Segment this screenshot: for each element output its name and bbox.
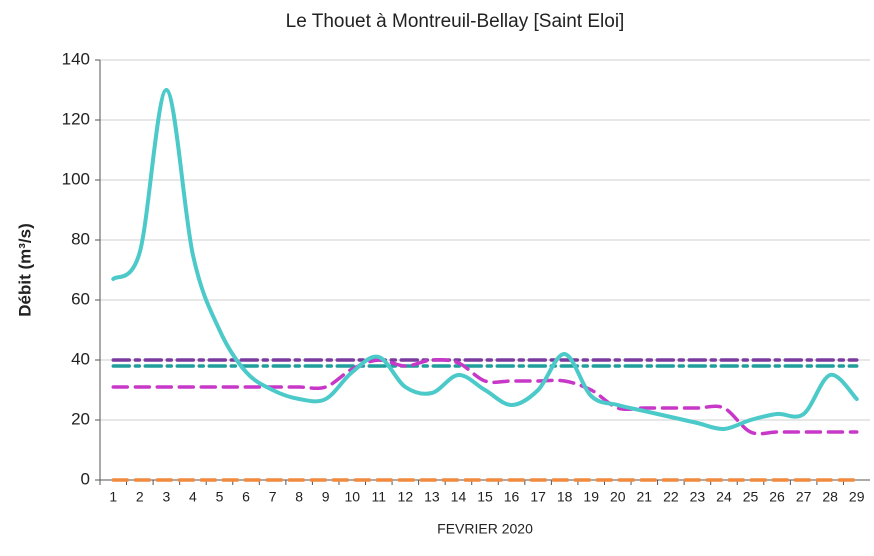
x-axis-label: FEVRIER 2020 — [437, 521, 533, 537]
y-tick-label: 60 — [71, 289, 90, 308]
y-tick-label: 0 — [81, 469, 90, 488]
x-tick-label: 7 — [269, 489, 277, 505]
x-tick-label: 17 — [530, 489, 546, 505]
x-tick-label: 15 — [477, 489, 493, 505]
y-tick-label: 20 — [71, 409, 90, 428]
x-tick-label: 26 — [769, 489, 785, 505]
x-tick-label: 24 — [716, 489, 732, 505]
x-tick-label: 8 — [295, 489, 303, 505]
x-tick-label: 12 — [398, 489, 414, 505]
x-tick-label: 3 — [162, 489, 170, 505]
y-tick-label: 100 — [62, 169, 90, 188]
x-tick-label: 28 — [822, 489, 838, 505]
x-tick-label: 23 — [690, 489, 706, 505]
x-tick-label: 22 — [663, 489, 679, 505]
x-tick-label: 2 — [136, 489, 144, 505]
x-tick-label: 18 — [557, 489, 573, 505]
x-tick-label: 27 — [796, 489, 812, 505]
x-tick-label: 1 — [109, 489, 117, 505]
x-tick-label: 11 — [372, 489, 387, 505]
x-tick-label: 6 — [242, 489, 250, 505]
y-tick-label: 120 — [62, 109, 90, 128]
chart-title: Le Thouet à Montreuil-Bellay [Saint Eloi… — [286, 11, 625, 32]
x-tick-label: 19 — [583, 489, 599, 505]
x-tick-label: 16 — [504, 489, 520, 505]
x-tick-label: 4 — [189, 489, 197, 505]
y-tick-label: 140 — [62, 49, 90, 68]
x-tick-label: 5 — [216, 489, 224, 505]
series-line — [111, 358, 859, 436]
x-tick-label: 13 — [424, 489, 440, 505]
series-line — [111, 87, 859, 432]
y-axis-label: Débit (m³/s) — [15, 223, 34, 317]
x-tick-label: 29 — [849, 489, 865, 505]
x-tick-label: 14 — [451, 489, 467, 505]
x-tick-label: 21 — [637, 489, 653, 505]
y-tick-label: 40 — [71, 349, 90, 368]
x-tick-label: 10 — [344, 489, 360, 505]
x-tick-label: 20 — [610, 489, 626, 505]
x-tick-label: 9 — [322, 489, 330, 505]
y-tick-label: 80 — [71, 229, 90, 248]
x-tick-label: 25 — [743, 489, 759, 505]
